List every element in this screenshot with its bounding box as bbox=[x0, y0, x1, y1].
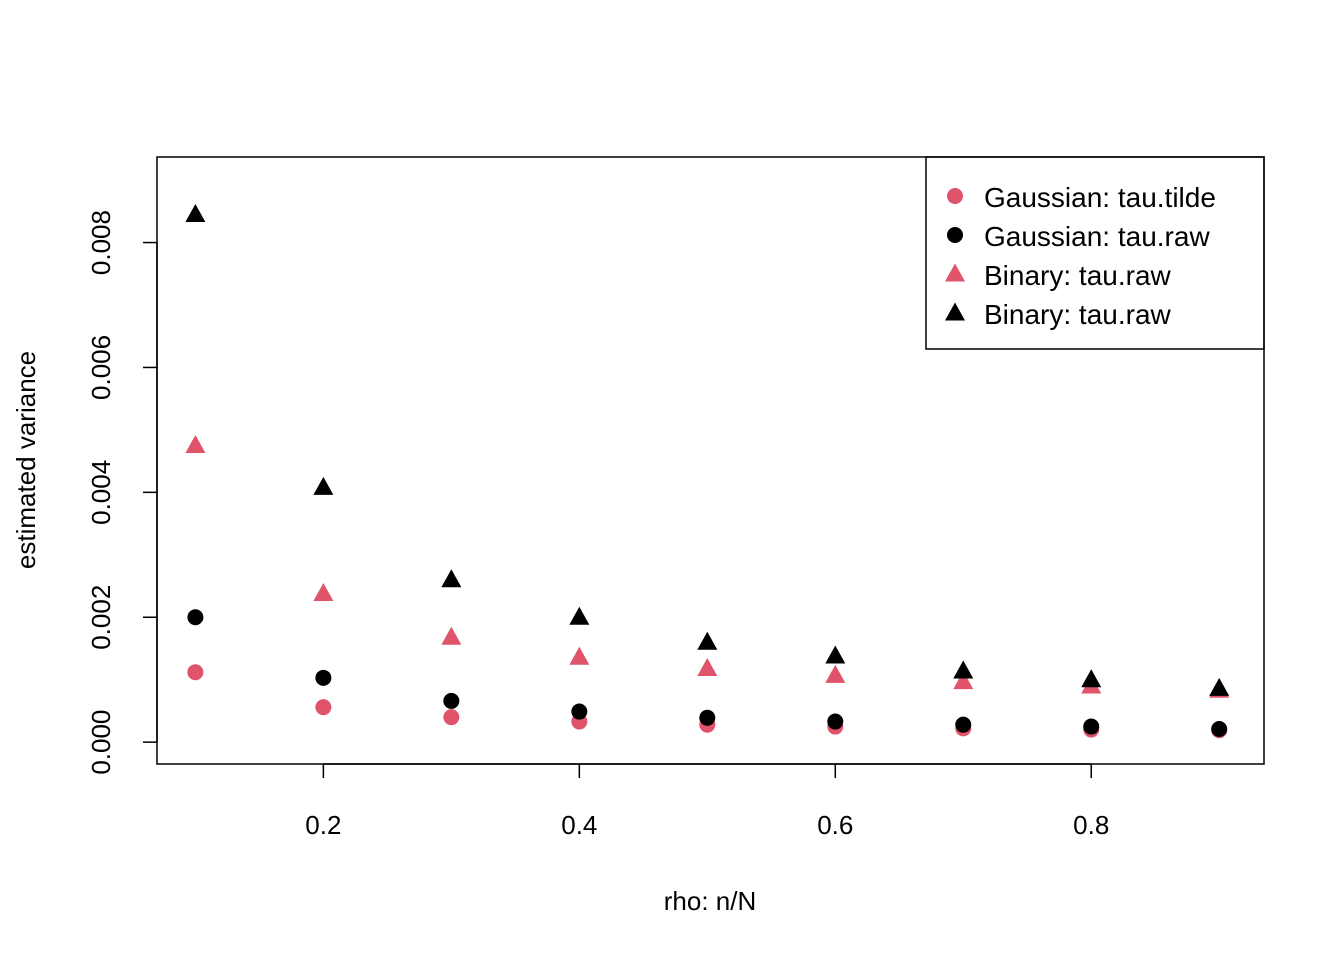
data-point bbox=[571, 703, 588, 720]
data-point bbox=[827, 713, 844, 730]
data-point bbox=[1211, 721, 1228, 738]
y-axis-title: estimated variance bbox=[11, 351, 41, 569]
legend-entry: Binary: tau.raw bbox=[945, 260, 1172, 291]
legend-box bbox=[925, 156, 1265, 350]
y-tick-label: 0.004 bbox=[86, 460, 116, 525]
x-tick-label: 0.6 bbox=[817, 810, 853, 840]
data-point bbox=[185, 203, 206, 222]
data-point bbox=[955, 716, 972, 733]
x-tick-label: 0.2 bbox=[305, 810, 341, 840]
data-point bbox=[569, 606, 590, 625]
data-point bbox=[441, 569, 462, 588]
legend-label: Gaussian: tau.tilde bbox=[984, 182, 1216, 213]
data-point bbox=[825, 664, 846, 683]
data-point bbox=[315, 699, 332, 716]
y-axis: 0.000 0.002 0.004 0.006 0.008 bbox=[86, 210, 158, 775]
x-axis-title: rho: n/N bbox=[664, 886, 757, 916]
data-point bbox=[697, 631, 718, 650]
legend-entry: Gaussian: tau.raw bbox=[947, 221, 1210, 252]
data-point bbox=[825, 645, 846, 664]
data-point bbox=[1209, 677, 1230, 696]
series-4 bbox=[185, 203, 1230, 696]
legend-marker bbox=[945, 302, 965, 321]
data-point bbox=[443, 709, 460, 726]
data-point bbox=[699, 709, 716, 726]
legend-label: Binary: tau.raw bbox=[984, 260, 1172, 291]
x-tick-label: 0.4 bbox=[561, 810, 597, 840]
x-tick-label: 0.8 bbox=[1073, 810, 1109, 840]
legend-entry: Gaussian: tau.tilde bbox=[947, 182, 1216, 213]
data-point bbox=[441, 626, 462, 645]
legend-label: Gaussian: tau.raw bbox=[984, 221, 1210, 252]
series-3 bbox=[185, 435, 1230, 698]
data-point bbox=[315, 669, 332, 686]
legend-marker bbox=[945, 263, 965, 282]
x-axis: 0.2 0.4 0.6 0.8 bbox=[305, 763, 1109, 840]
legend-label: Binary: tau.raw bbox=[984, 299, 1172, 330]
series-2 bbox=[187, 609, 1228, 738]
data-point bbox=[443, 692, 460, 709]
data-point bbox=[313, 583, 334, 602]
data-point bbox=[697, 657, 718, 676]
data-point bbox=[187, 664, 204, 681]
y-tick-label: 0.006 bbox=[86, 335, 116, 400]
legend-marker bbox=[947, 188, 963, 204]
legend-entry: Binary: tau.raw bbox=[945, 299, 1172, 330]
data-point bbox=[953, 671, 974, 690]
y-tick-label: 0.000 bbox=[86, 710, 116, 775]
y-tick-label: 0.008 bbox=[86, 210, 116, 275]
data-point bbox=[569, 646, 590, 665]
data-points bbox=[185, 203, 1230, 739]
data-point bbox=[313, 476, 334, 495]
data-point bbox=[185, 435, 206, 454]
legend-marker bbox=[947, 227, 963, 243]
y-tick-label: 0.002 bbox=[86, 585, 116, 650]
legend: Gaussian: tau.tilde Gaussian: tau.raw Bina… bbox=[925, 156, 1265, 350]
data-point bbox=[1083, 718, 1100, 735]
data-point bbox=[187, 609, 204, 626]
data-point bbox=[1081, 669, 1102, 688]
data-point bbox=[953, 660, 974, 679]
